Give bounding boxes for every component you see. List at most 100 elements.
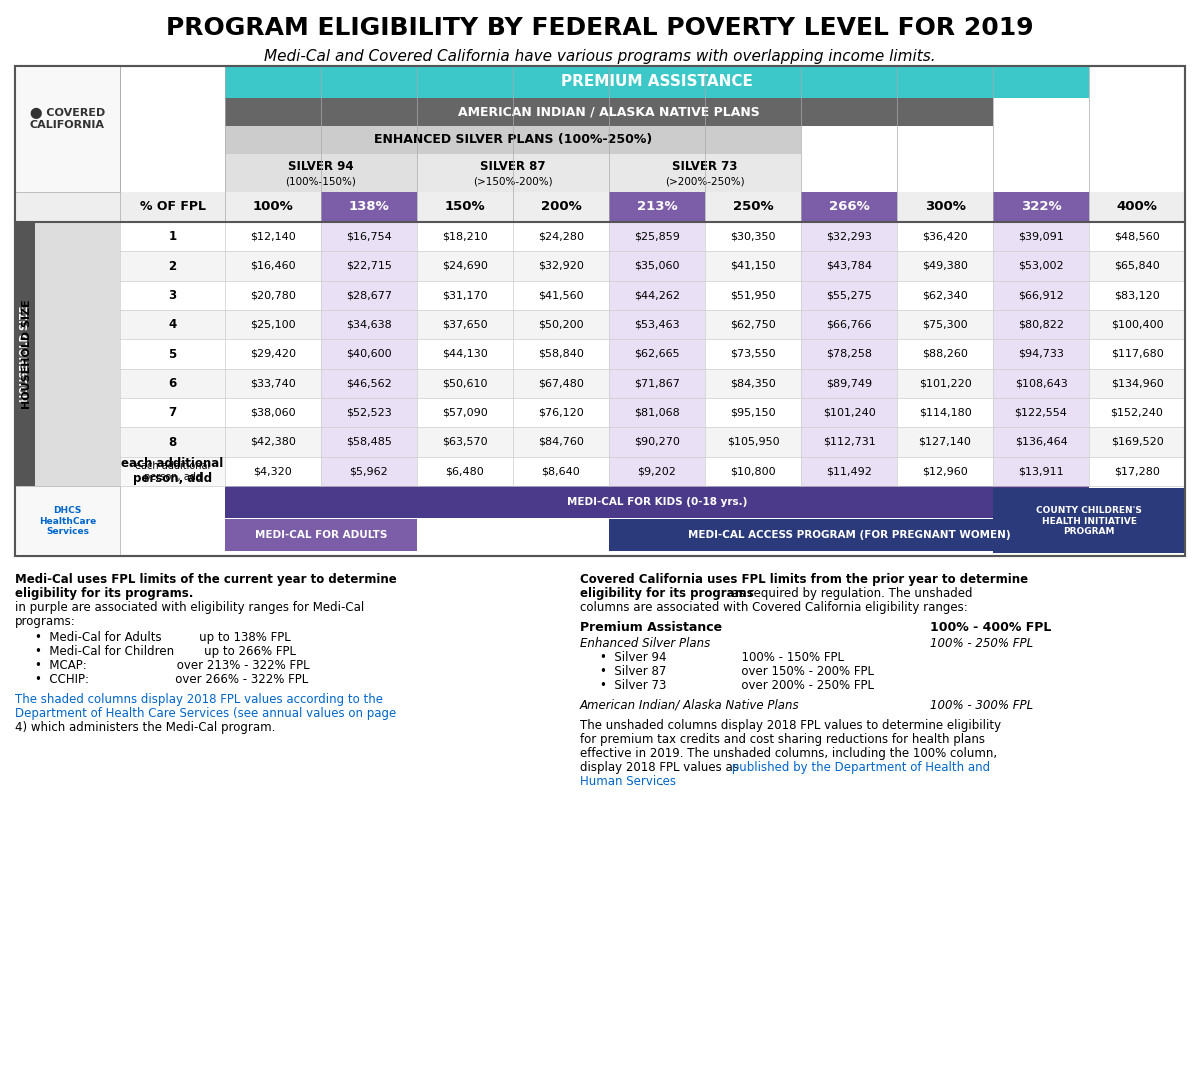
Text: The shaded columns display 2018 FPL values according to the: The shaded columns display 2018 FPL valu…	[14, 693, 383, 706]
Text: Enhanced Silver Plans: Enhanced Silver Plans	[580, 637, 710, 651]
Text: $88,260: $88,260	[922, 349, 968, 359]
Text: (100%-150%): (100%-150%)	[286, 176, 356, 186]
Text: $10,800: $10,800	[730, 466, 776, 477]
Text: $50,610: $50,610	[443, 378, 487, 389]
Text: •  Medi-Cal for Children        up to 266% FPL: • Medi-Cal for Children up to 266% FPL	[35, 645, 296, 658]
Bar	[802, 397, 898, 427]
Text: The unshaded columns display 2018 FPL values to determine eligibility: The unshaded columns display 2018 FPL va…	[580, 719, 1001, 732]
Bar	[610, 154, 802, 192]
Text: 300%: 300%	[924, 201, 966, 214]
Text: $50,200: $50,200	[538, 319, 584, 330]
Text: $35,060: $35,060	[635, 261, 679, 272]
Text: $24,280: $24,280	[538, 231, 584, 242]
Bar	[120, 339, 1186, 368]
Text: 8: 8	[168, 435, 176, 449]
Text: COUNTY CHILDREN'S
HEALTH INITIATIVE
PROGRAM: COUNTY CHILDREN'S HEALTH INITIATIVE PROG…	[1036, 506, 1142, 535]
Bar	[802, 427, 898, 457]
Text: $89,749: $89,749	[826, 378, 872, 389]
Text: $112,731: $112,731	[823, 437, 875, 447]
Text: eligibility for its programs: eligibility for its programs	[580, 588, 754, 599]
Text: $84,350: $84,350	[730, 378, 776, 389]
Text: $169,520: $169,520	[1111, 437, 1163, 447]
Text: each additional
person, add: each additional person, add	[121, 457, 223, 485]
Text: (>150%-200%): (>150%-200%)	[473, 176, 553, 186]
Bar	[322, 310, 418, 339]
Text: $117,680: $117,680	[1111, 349, 1163, 359]
Text: $30,350: $30,350	[731, 231, 775, 242]
Text: $100,400: $100,400	[1111, 319, 1163, 330]
Text: $11,492: $11,492	[826, 466, 872, 477]
Text: $41,560: $41,560	[538, 290, 584, 301]
Text: as required by regulation. The unshaded: as required by regulation. The unshaded	[728, 588, 972, 599]
Bar	[120, 280, 1186, 310]
Bar	[226, 487, 1090, 518]
Bar	[610, 310, 706, 339]
Text: 213%: 213%	[637, 201, 677, 214]
Text: $44,262: $44,262	[634, 290, 680, 301]
Text: PREMIUM ASSISTANCE: PREMIUM ASSISTANCE	[562, 75, 752, 89]
Bar	[322, 457, 418, 487]
Text: $42,380: $42,380	[250, 437, 296, 447]
Text: $101,240: $101,240	[823, 407, 875, 418]
Text: SILVER 73: SILVER 73	[672, 161, 738, 174]
Bar	[994, 310, 1090, 339]
Text: published by the Department of Health and: published by the Department of Health an…	[728, 761, 990, 774]
Text: $40,600: $40,600	[346, 349, 392, 359]
Text: $44,130: $44,130	[442, 349, 488, 359]
Bar	[610, 397, 706, 427]
Bar	[802, 192, 898, 222]
Text: 100%: 100%	[253, 201, 293, 214]
Text: $36,420: $36,420	[922, 231, 968, 242]
Bar	[322, 192, 418, 222]
Bar	[994, 397, 1090, 427]
Text: DHCS
HealthCare
Services: DHCS HealthCare Services	[38, 506, 96, 535]
Text: $94,733: $94,733	[1018, 349, 1064, 359]
Text: •  Medi-Cal for Adults          up to 138% FPL: • Medi-Cal for Adults up to 138% FPL	[35, 631, 290, 644]
Text: % OF FPL: % OF FPL	[139, 201, 205, 214]
Bar	[322, 251, 418, 280]
Text: $58,840: $58,840	[538, 349, 584, 359]
Text: Medi-Cal uses FPL limits of the current year to determine: Medi-Cal uses FPL limits of the current …	[14, 573, 397, 586]
Text: $65,840: $65,840	[1114, 261, 1160, 272]
Text: HOUSEHOLD SIZE: HOUSEHOLD SIZE	[22, 299, 32, 408]
Text: $49,380: $49,380	[922, 261, 968, 272]
Text: $62,665: $62,665	[634, 349, 680, 359]
Text: MEDI-CAL FOR ADULTS: MEDI-CAL FOR ADULTS	[254, 530, 388, 540]
Text: $22,715: $22,715	[346, 261, 392, 272]
Bar	[322, 339, 418, 368]
Text: $29,420: $29,420	[250, 349, 296, 359]
Text: $46,562: $46,562	[346, 378, 392, 389]
Text: Premium Assistance: Premium Assistance	[580, 621, 722, 634]
Bar	[120, 368, 1186, 397]
Text: $34,638: $34,638	[346, 319, 392, 330]
Text: $52,523: $52,523	[346, 407, 392, 418]
Bar	[14, 222, 120, 487]
Text: 100% - 300% FPL: 100% - 300% FPL	[930, 699, 1033, 712]
Bar	[120, 427, 1186, 457]
Bar	[322, 280, 418, 310]
Text: •  Silver 94                    100% - 150% FPL: • Silver 94 100% - 150% FPL	[600, 651, 844, 664]
Text: $39,091: $39,091	[1018, 231, 1064, 242]
Text: $114,180: $114,180	[919, 407, 971, 418]
Bar	[226, 98, 994, 126]
Text: $5,962: $5,962	[349, 466, 389, 477]
Bar	[994, 368, 1090, 397]
Bar	[418, 154, 610, 192]
Bar	[994, 280, 1090, 310]
Text: $83,120: $83,120	[1114, 290, 1160, 301]
Bar	[120, 457, 226, 487]
Text: $16,754: $16,754	[346, 231, 392, 242]
Text: $28,677: $28,677	[346, 290, 392, 301]
Bar	[14, 66, 1186, 556]
Text: HOUSEHOLD SIZE: HOUSEHOLD SIZE	[20, 306, 30, 402]
Text: $76,120: $76,120	[538, 407, 584, 418]
Text: $134,960: $134,960	[1111, 378, 1163, 389]
Bar	[322, 368, 418, 397]
Text: $41,150: $41,150	[730, 261, 776, 272]
Bar	[322, 222, 418, 251]
Text: ⬤ COVERED
CALIFORNIA: ⬤ COVERED CALIFORNIA	[30, 108, 106, 130]
Text: 5: 5	[168, 348, 176, 361]
Text: 138%: 138%	[349, 201, 389, 214]
Text: each additional
person, add: each additional person, add	[134, 460, 210, 482]
Text: Covered California uses FPL limits from the prior year to determine: Covered California uses FPL limits from …	[580, 573, 1028, 586]
